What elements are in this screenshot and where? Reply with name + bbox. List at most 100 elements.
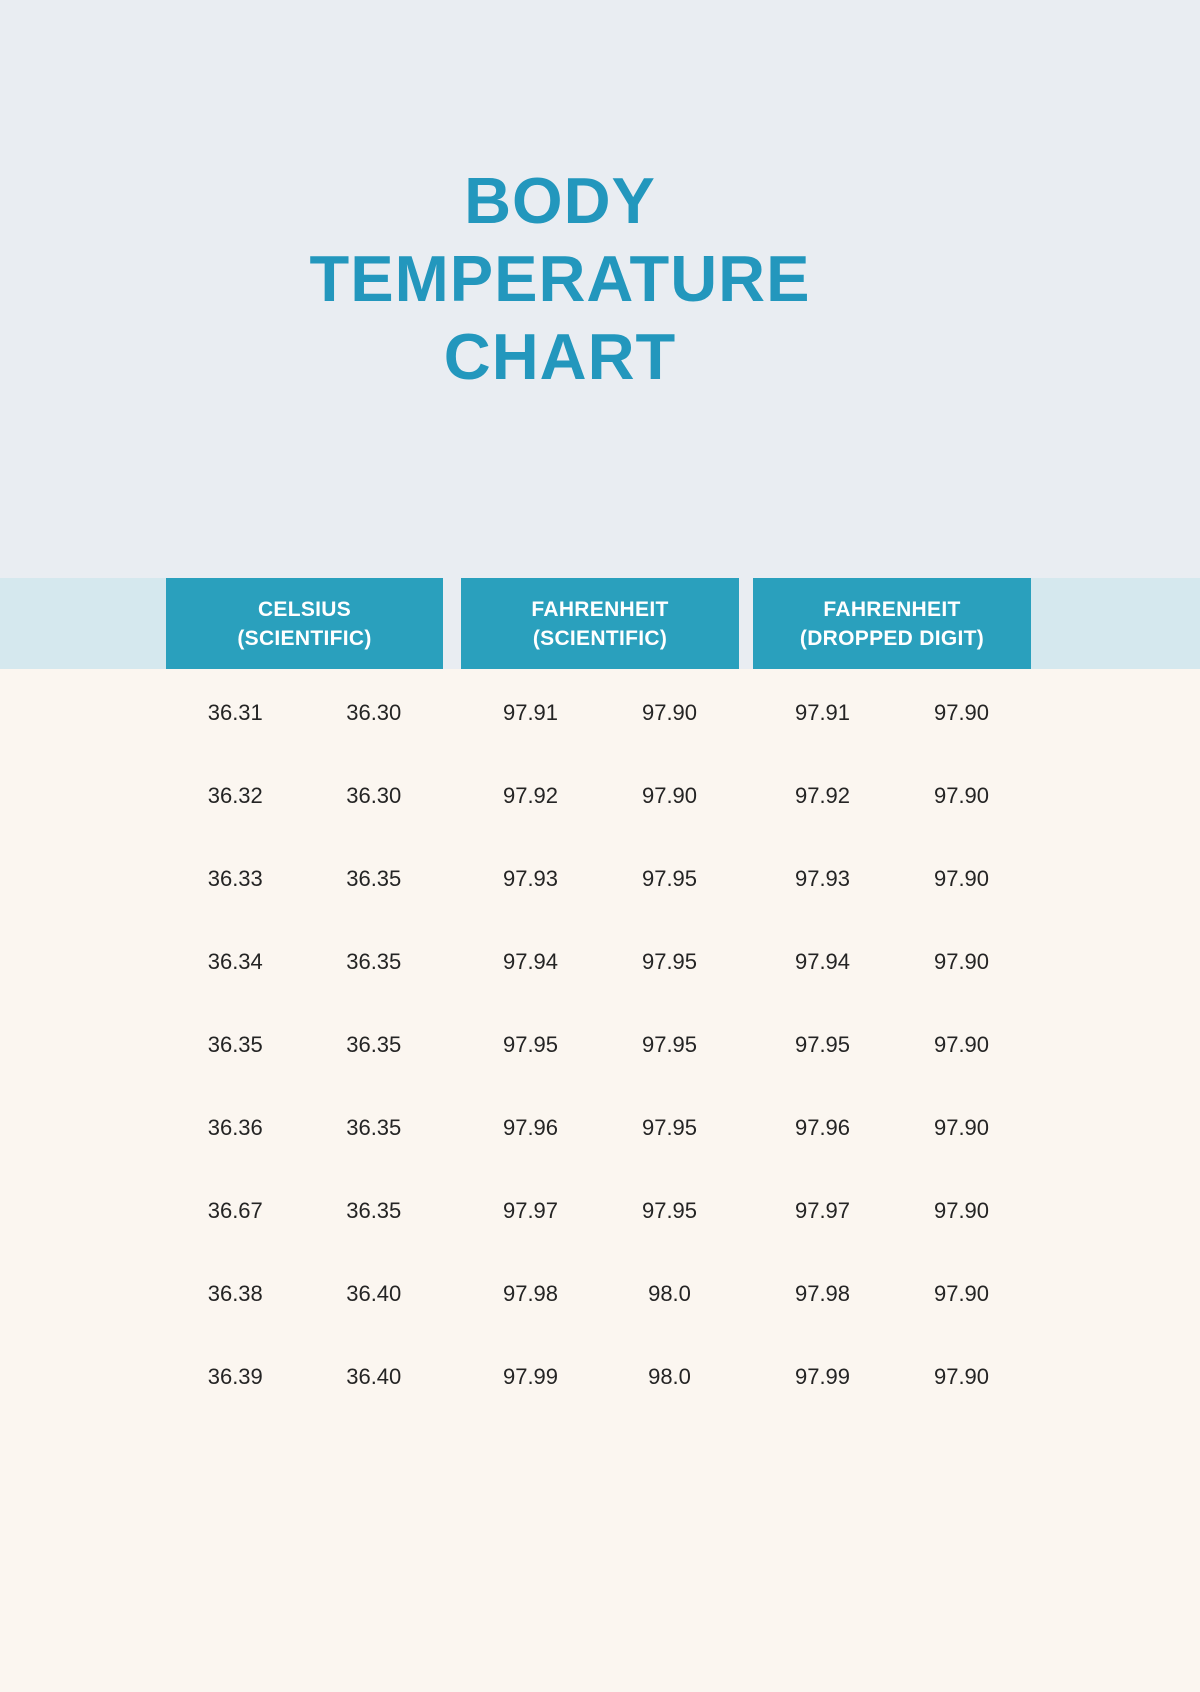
value-cell: 97.96 [502,1114,559,1140]
value-group: 97.98 98.0 [461,1252,739,1335]
value-cell: 36.35 [346,1197,402,1223]
row-gap [739,1169,753,1252]
header-right-spacer [1031,578,1200,669]
header-label-line: (DROPPED DIGIT) [799,626,985,650]
value-cell: 97.90 [641,699,698,725]
row-left-spacer [0,837,166,920]
value-cell: 36.36 [207,1114,263,1140]
row-gap [739,1086,753,1169]
table-row: 36.32 36.30 97.92 97.90 97.92 97.90 [0,754,1200,837]
value-group: 97.92 97.90 [461,754,739,837]
table-row: 36.39 36.40 97.99 98.0 97.99 97.90 [0,1335,1200,1418]
table-row: 36.34 36.35 97.94 97.95 97.94 97.90 [0,920,1200,1003]
row-left-spacer [0,754,166,837]
value-group: 36.67 36.35 [166,1169,443,1252]
value-group: 97.97 97.95 [461,1169,739,1252]
value-cell: 36.34 [207,948,263,974]
value-cell: 97.92 [502,782,559,808]
value-cell: 97.90 [933,782,990,808]
value-cell: 97.97 [502,1197,559,1223]
row-left-spacer [0,1086,166,1169]
value-cell: 36.39 [207,1363,263,1389]
value-cell: 36.30 [346,782,402,808]
value-group: 97.99 97.90 [753,1335,1031,1418]
value-group: 97.98 97.90 [753,1252,1031,1335]
page-title-line-2: TEMPERATURE [309,242,811,315]
value-cell: 97.90 [933,1363,990,1389]
row-right-spacer [1031,754,1200,837]
value-group: 97.93 97.95 [461,837,739,920]
value-cell: 97.94 [794,948,851,974]
row-gap [443,837,461,920]
table-row: 36.38 36.40 97.98 98.0 97.98 97.90 [0,1252,1200,1335]
value-group: 97.92 97.90 [753,754,1031,837]
table-row: 36.36 36.35 97.96 97.95 97.96 97.90 [0,1086,1200,1169]
table-row: 36.67 36.35 97.97 97.95 97.97 97.90 [0,1169,1200,1252]
page-title-line-3: CHART [443,320,677,393]
value-cell: 97.95 [641,1197,698,1223]
header-label-line: CELSIUS [257,597,352,621]
value-cell: 97.94 [502,948,559,974]
value-cell: 36.35 [207,1031,263,1057]
value-cell: 36.33 [207,865,263,891]
row-gap [443,1003,461,1086]
value-cell: 97.97 [794,1197,851,1223]
row-left-spacer [0,1335,166,1418]
value-cell: 36.35 [346,1031,402,1057]
value-cell: 36.38 [207,1280,263,1306]
value-cell: 97.90 [933,1280,990,1306]
row-gap [443,1169,461,1252]
row-right-spacer [1031,1169,1200,1252]
value-cell: 97.95 [641,1114,698,1140]
value-group: 97.97 97.90 [753,1169,1031,1252]
header-celsius-scientific: CELSIUS (SCIENTIFIC) [166,578,443,669]
value-group: 97.99 98.0 [461,1335,739,1418]
row-right-spacer [1031,1086,1200,1169]
row-gap [443,1252,461,1335]
row-left-spacer [0,671,166,754]
value-cell: 97.90 [933,1114,990,1140]
value-group: 36.39 36.40 [166,1335,443,1418]
row-right-spacer [1031,671,1200,754]
value-cell: 97.92 [794,782,851,808]
value-cell: 36.30 [346,699,402,725]
row-gap [739,1252,753,1335]
value-group: 36.38 36.40 [166,1252,443,1335]
value-cell: 97.90 [933,1197,990,1223]
value-cell: 97.91 [794,699,851,725]
value-cell: 98.0 [648,1363,691,1389]
row-right-spacer [1031,1335,1200,1418]
value-cell: 36.35 [346,948,402,974]
value-cell: 97.99 [794,1363,851,1389]
table-row: 36.33 36.35 97.93 97.95 97.93 97.90 [0,837,1200,920]
row-left-spacer [0,1003,166,1086]
hero-section: BODY TEMPERATURE CHART [0,0,1200,578]
row-gap [443,1335,461,1418]
header-label-line: (SCIENTIFIC) [237,626,372,650]
table-header-row: CELSIUS (SCIENTIFIC) FAHRENHEIT (SCIENTI… [0,578,1200,669]
value-cell: 36.32 [207,782,263,808]
row-left-spacer [0,1169,166,1252]
value-cell: 98.0 [648,1280,691,1306]
row-gap [443,1086,461,1169]
value-cell: 97.90 [933,1031,990,1057]
value-cell: 97.90 [933,865,990,891]
value-group: 97.95 97.90 [753,1003,1031,1086]
value-cell: 97.90 [933,948,990,974]
value-cell: 97.95 [641,1031,698,1057]
value-cell: 97.95 [502,1031,559,1057]
row-gap [443,920,461,1003]
value-group: 97.91 97.90 [461,671,739,754]
row-left-spacer [0,1252,166,1335]
value-cell: 97.90 [641,782,698,808]
value-cell: 97.93 [794,865,851,891]
table-row: 36.31 36.30 97.91 97.90 97.91 97.90 [0,671,1200,754]
value-cell: 36.40 [346,1363,402,1389]
value-group: 36.33 36.35 [166,837,443,920]
value-group: 97.94 97.95 [461,920,739,1003]
value-cell: 97.91 [502,699,559,725]
value-group: 36.36 36.35 [166,1086,443,1169]
header-gap [443,578,461,669]
header-label-line: FAHRENHEIT [823,597,961,621]
